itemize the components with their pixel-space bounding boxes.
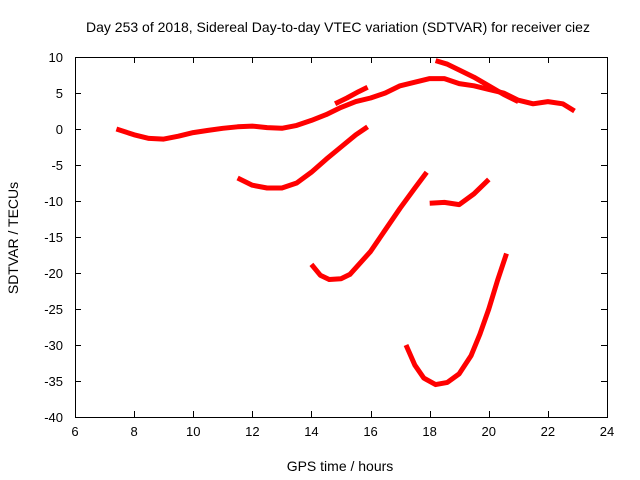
x-tick-label: 8	[130, 424, 137, 439]
y-tick-label: 0	[56, 122, 63, 137]
series-line-arc-3	[236, 124, 370, 191]
y-tick-label: -35	[44, 374, 63, 389]
x-tick-label: 16	[363, 424, 377, 439]
series-line-arc-6	[403, 252, 509, 388]
y-tick-label: -30	[44, 338, 63, 353]
x-tick-label: 22	[541, 424, 555, 439]
axis-ticks: 6 8 10 12 14 16 18 20 22 24 10 5 0 -5 -10 -15 -20 -25 -30 -…	[44, 50, 614, 439]
series-line-arc-2	[434, 58, 520, 104]
y-tick-label: -40	[44, 410, 63, 425]
x-axis-label: GPS time / hours	[287, 458, 394, 474]
y-tick-label: -20	[44, 266, 63, 281]
x-tick-label: 20	[482, 424, 496, 439]
series-line-arc-1b	[333, 84, 369, 107]
series-line-arc-5	[429, 177, 491, 208]
series-layer	[115, 58, 576, 388]
x-tick-label: 6	[71, 424, 78, 439]
y-tick-label: 5	[56, 86, 63, 101]
y-tick-label: 10	[49, 50, 63, 65]
x-tick-label: 18	[422, 424, 436, 439]
y-tick-label: -25	[44, 302, 63, 317]
series-line-arc-4	[309, 170, 429, 282]
y-tick-label: -5	[51, 158, 63, 173]
plot-frame	[75, 57, 608, 418]
chart-title: Day 253 of 2018, Sidereal Day-to-day VTE…	[86, 19, 590, 35]
x-tick-label: 10	[186, 424, 200, 439]
y-axis-label: SDTVAR / TECUs	[5, 182, 21, 294]
x-tick-label: 12	[245, 424, 259, 439]
x-tick-label: 24	[600, 424, 614, 439]
y-tick-label: -15	[44, 230, 63, 245]
y-tick-label: -10	[44, 194, 63, 209]
x-tick-label: 14	[304, 424, 318, 439]
series-line-arc-1	[115, 76, 576, 142]
